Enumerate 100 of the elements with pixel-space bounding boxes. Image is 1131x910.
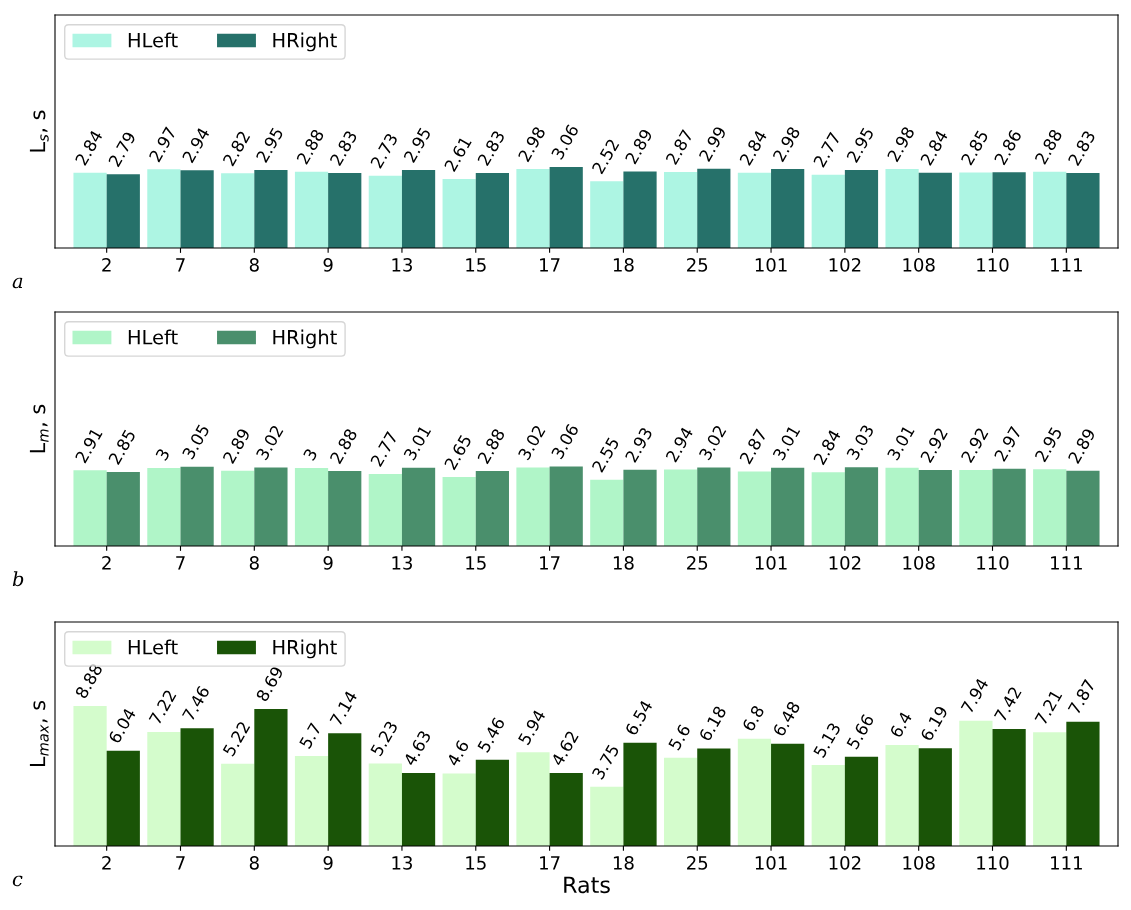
bar	[549, 466, 583, 546]
bar	[549, 166, 583, 248]
bar	[844, 169, 879, 248]
bar	[771, 169, 805, 248]
x-tick-label: 110	[977, 556, 1009, 570]
bar	[992, 172, 1026, 248]
x-tick-label: 9	[323, 556, 333, 570]
x-tick-label: 8	[249, 856, 259, 870]
bar	[918, 748, 952, 846]
bar	[73, 705, 107, 846]
bar	[737, 738, 772, 846]
text: a	[12, 277, 23, 289]
x-tick-label: 110	[977, 258, 1009, 272]
bar	[180, 170, 214, 248]
bar	[73, 172, 107, 248]
bar	[771, 743, 805, 846]
bar	[992, 468, 1026, 546]
bar	[328, 173, 362, 248]
bar	[401, 467, 436, 546]
x-tick-label: 25	[687, 556, 708, 570]
x-tick-label: 111	[1051, 258, 1082, 272]
bar	[590, 786, 624, 846]
x-tick-label: 101	[755, 856, 787, 870]
bar	[254, 467, 288, 546]
x-tick-label: 13	[392, 556, 412, 570]
bar	[475, 173, 509, 248]
bar	[737, 172, 772, 248]
bar	[106, 471, 140, 546]
bar	[1066, 721, 1100, 846]
legend-label: HRight	[273, 639, 337, 659]
bar	[1033, 732, 1067, 846]
x-tick-label: 17	[540, 258, 560, 272]
bar	[221, 470, 255, 546]
x-tick-label: 17	[540, 556, 560, 570]
bar	[294, 468, 329, 546]
bar	[475, 471, 509, 546]
x-tick-label: 15	[466, 556, 486, 570]
bar	[442, 477, 476, 546]
bar	[401, 772, 436, 846]
y-axis-title: L$_{m}$, s	[29, 404, 49, 453]
bar	[623, 171, 657, 248]
x-tick-label: 25	[687, 856, 708, 870]
x-tick-label: 25	[687, 258, 708, 272]
data-label: 3	[302, 447, 318, 462]
x-tick-label: 111	[1051, 556, 1082, 570]
text: b	[12, 571, 24, 587]
bar	[442, 773, 476, 846]
bar	[697, 748, 731, 846]
bar	[106, 174, 140, 248]
bar	[1033, 171, 1067, 248]
x-tick-label: 8	[249, 258, 259, 272]
bar	[623, 742, 657, 846]
x-tick-label: 9	[323, 258, 333, 272]
bar	[959, 470, 993, 546]
bar	[254, 708, 288, 846]
bar	[1066, 173, 1100, 248]
y-axis-title: L$_{max}$, s	[29, 700, 49, 767]
bar	[697, 467, 731, 546]
x-tick-label: 17	[540, 856, 560, 870]
bar	[737, 471, 772, 546]
bar	[959, 720, 993, 846]
data-label: 5.6	[667, 723, 691, 751]
bar	[549, 773, 583, 846]
bar	[401, 169, 436, 248]
bar	[885, 467, 919, 546]
bar	[516, 752, 550, 846]
x-tick-label: 7	[176, 556, 185, 570]
x-axis-title: Rats	[564, 876, 610, 894]
bar	[254, 169, 288, 248]
bar	[368, 763, 402, 846]
bar	[918, 172, 952, 248]
x-tick-label: 7	[176, 258, 185, 272]
x-tick-label: 18	[613, 556, 634, 570]
legend-label: HLeft	[128, 329, 178, 345]
bar	[885, 745, 919, 846]
x-tick-label: 7	[176, 856, 185, 870]
x-tick-label: 110	[977, 856, 1009, 870]
bar	[697, 168, 731, 248]
bar	[106, 750, 140, 846]
data-label: 3	[155, 447, 171, 462]
bar	[475, 759, 509, 846]
bar	[180, 728, 214, 846]
x-tick-label: 108	[903, 856, 935, 870]
x-tick-label: 111	[1051, 856, 1082, 870]
x-tick-label: 102	[829, 856, 861, 870]
bar	[811, 765, 845, 846]
bar	[885, 169, 919, 248]
data-label: 6.8	[741, 704, 765, 732]
bar	[221, 763, 255, 846]
bar	[180, 466, 214, 546]
x-tick-label: 18	[613, 856, 634, 870]
x-tick-label: 102	[829, 556, 861, 570]
x-tick-label: 108	[903, 258, 935, 272]
legend-label: HRight	[273, 32, 337, 52]
x-tick-label: 15	[466, 856, 486, 870]
x-tick-label: 102	[829, 258, 861, 272]
bar	[623, 469, 657, 546]
x-tick-label: 101	[755, 556, 787, 570]
x-tick-label: 2	[102, 556, 111, 570]
data-label: 4.6	[446, 739, 470, 767]
